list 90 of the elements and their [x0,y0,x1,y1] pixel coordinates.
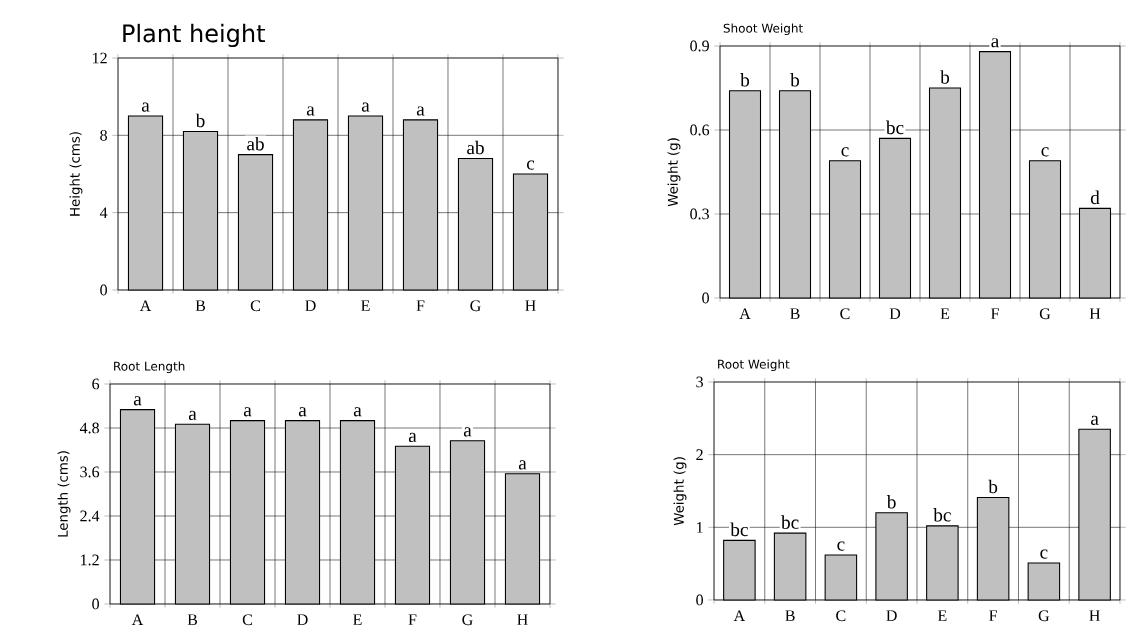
x-tick-label: A [131,614,144,625]
x-tick-label: E [361,300,370,311]
x-tick-label: E [937,610,947,621]
y-tick-label: 0 [702,292,709,304]
annotation: bc [730,522,748,537]
y-tick-label: 4 [99,207,108,218]
x-tick-label: B [195,300,206,311]
y-tick-label: 0 [92,598,99,610]
annotation: a [188,410,197,421]
annotation: a [518,460,527,470]
y-tick-label: 4.8 [79,422,99,434]
x-tick-label: C [840,308,850,320]
x-tick-label: H [517,614,528,625]
x-tick-label: D [889,308,901,319]
annotation: c [526,160,535,170]
y-tick-label: 6 [92,378,100,390]
y-tick-label: 0.6 [690,124,710,136]
annotation: c [1040,549,1048,559]
y-tick-label: 12 [93,52,107,64]
x-tick-label: H [525,300,536,311]
x-tick-label: E [353,614,362,625]
annotation: a [298,407,307,417]
x-tick-label: H [1089,308,1101,319]
annotation: c [837,541,845,551]
chart-title: Root Length [114,361,185,374]
annotation: c [1041,147,1049,157]
annotation: a [1091,415,1099,425]
x-tick-label: A [733,610,746,621]
x-tick-label: F [416,300,425,311]
annotation: ab [247,136,264,151]
annotation: bc [781,515,799,529]
x-tick-label: H [1089,610,1100,621]
annotation: b [940,70,950,84]
annotation: a [361,102,370,112]
annotation: a [416,106,425,116]
annotation: a [133,396,142,406]
y-tick-label: 2 [696,449,703,460]
x-tick-label: F [991,308,999,319]
y-tick-label: 1.2 [81,554,99,566]
annotation: a [306,106,315,116]
x-tick-label: G [462,614,473,626]
annotation: a [991,38,999,48]
x-tick-label: C [250,300,260,312]
x-tick-label: C [836,610,846,622]
y-tick-label: 0 [100,284,107,296]
x-tick-label: B [187,614,198,625]
y-tick-label: 0 [696,594,703,606]
y-axis-title: Height (cms) [69,132,83,216]
x-tick-label: C [242,614,252,626]
x-tick-label: D [297,614,308,625]
x-tick-label: A [739,308,751,319]
x-tick-label: B [785,610,795,621]
annotation: a [141,102,150,112]
y-axis-title: Length (cms) [57,451,71,537]
annotation: bc [885,120,904,135]
annotation: d [1090,190,1100,205]
x-tick-label: D [305,300,316,311]
x-tick-label: G [1039,308,1051,320]
chart-title: Plant height [123,23,265,48]
annotation: bc [933,508,951,522]
x-tick-label: G [470,300,481,312]
annotation: ab [467,140,484,155]
annotation: b [195,113,205,128]
annotation: b [988,479,998,494]
y-tick-label: 2.4 [80,510,100,522]
x-tick-label: F [408,614,417,625]
x-tick-label: G [1038,610,1050,622]
y-tick-label: 0.3 [690,208,709,220]
y-tick-label: 1 [697,522,703,533]
y-tick-label: 8 [100,129,107,141]
y-axis-title: Weight (g) [667,138,681,207]
annotation: c [841,147,849,157]
x-tick-label: E [940,308,950,319]
y-axis-title: Weight (g) [673,457,687,526]
annotation: b [740,73,750,87]
x-tick-label: D [886,610,897,621]
chart-title: Root Weight [718,359,790,372]
y-tick-label: 3 [696,376,703,388]
annotation: a [463,427,472,437]
y-tick-label: 0.9 [690,40,709,52]
annotation: b [886,495,896,509]
x-tick-label: A [139,300,152,311]
chart-title: Shoot Weight [723,23,803,36]
annotation: b [790,73,800,87]
annotation: a [408,432,417,443]
annotation: a [353,407,362,417]
x-tick-label: B [790,308,800,319]
x-tick-label: F [989,610,997,621]
annotation: a [243,407,252,417]
y-tick-label: 3.6 [80,466,100,478]
